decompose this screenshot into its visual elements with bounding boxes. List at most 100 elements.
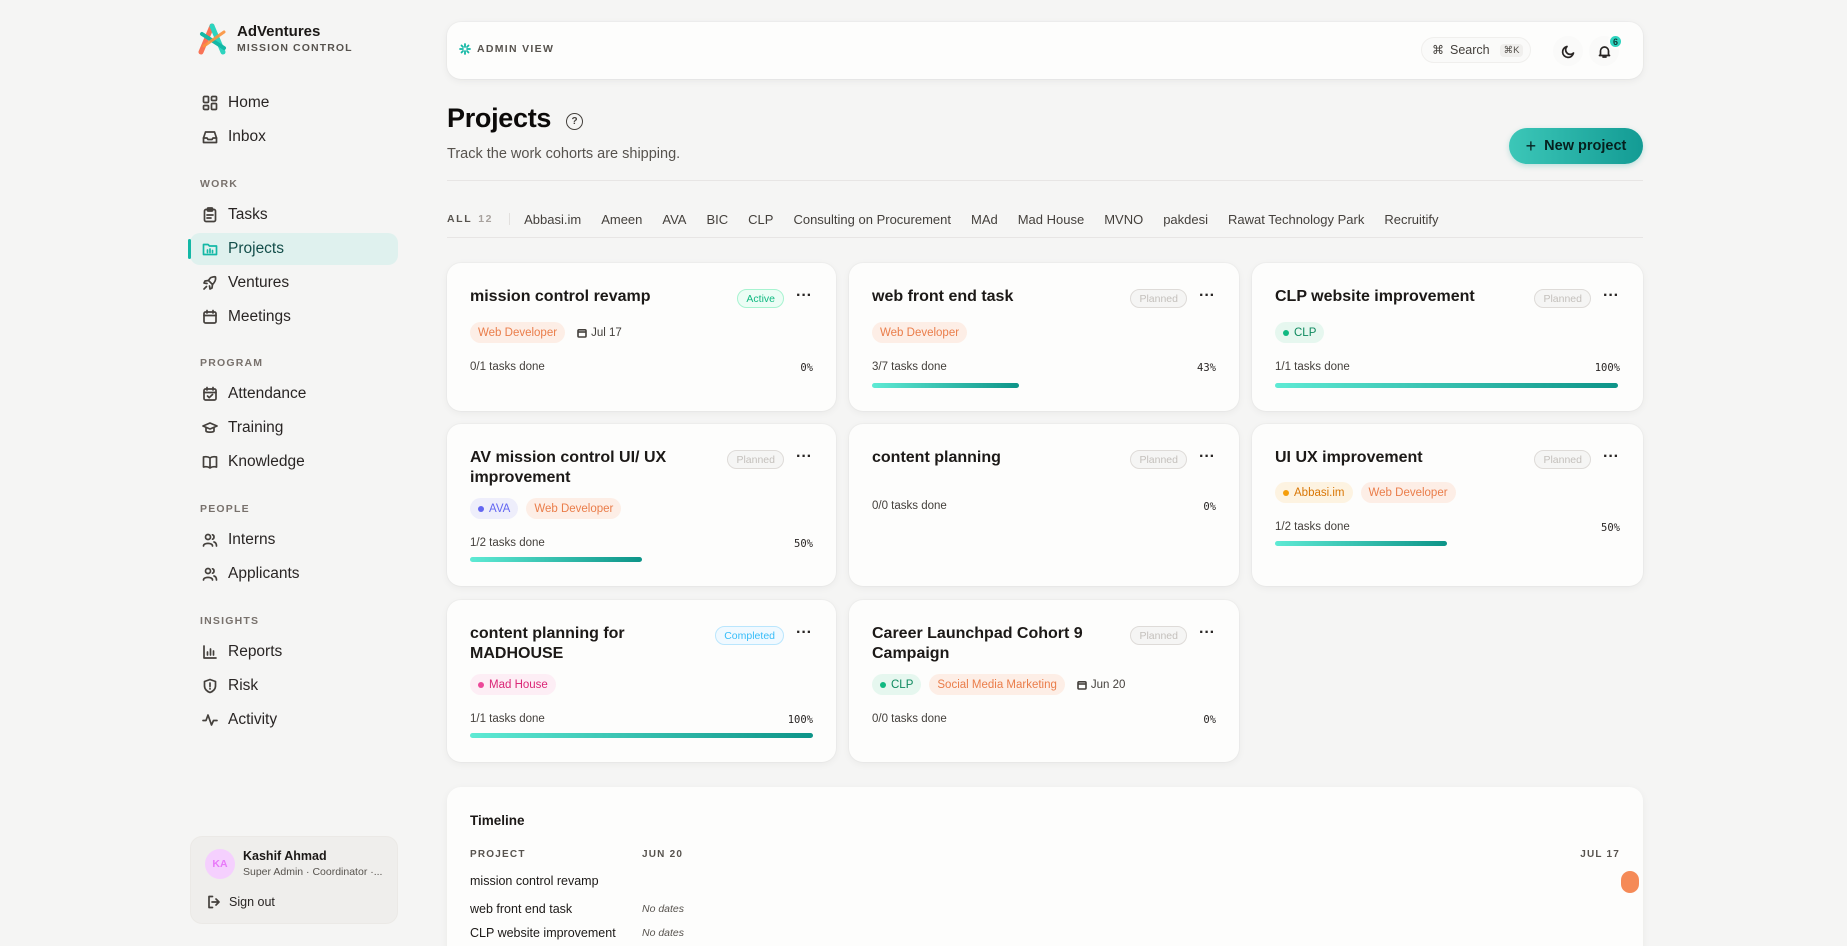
filter-all[interactable]: ALL 12	[447, 213, 511, 225]
tasks-done: 1/1 tasks done	[470, 713, 545, 725]
help-icon[interactable]: ?	[566, 113, 583, 130]
timeline-title: Timeline	[470, 813, 525, 828]
sidebar-item-tasks[interactable]: Tasks	[190, 199, 398, 231]
page-subtitle: Track the work cohorts are shipping.	[447, 146, 681, 162]
tag-chip: Web Developer	[1360, 482, 1456, 503]
plus-icon: +	[1525, 136, 1537, 156]
project-title[interactable]: AV mission control UI/ UX improvement	[470, 449, 667, 486]
avatar[interactable]: KA	[205, 849, 235, 879]
filter-chip[interactable]: Mad House	[1017, 211, 1085, 227]
more-options-icon[interactable]: ···	[796, 287, 812, 304]
more-options-icon[interactable]: ···	[1199, 624, 1215, 641]
progress-percent: 0%	[1203, 501, 1216, 513]
filter-chip[interactable]: Rawat Technology Park	[1228, 211, 1365, 227]
sidebar-item-label: Risk	[228, 677, 259, 694]
filter-chip[interactable]: CLP	[748, 211, 774, 227]
project-card[interactable]: content planning Planned ··· 0/0 tasks d…	[849, 424, 1239, 586]
project-card[interactable]: CLP website improvement Planned ··· CLP …	[1252, 263, 1643, 411]
new-project-button[interactable]: + New project	[1509, 128, 1643, 164]
more-options-icon[interactable]: ···	[1199, 287, 1215, 304]
venture-filter-bar: ALL 12 Abbasi.im Ameen AVA BIC CLP Consul…	[447, 210, 1459, 228]
sidebar-item-knowledge[interactable]: Knowledge	[190, 446, 398, 478]
sidebar-item-home[interactable]: Home	[190, 87, 398, 119]
sidebar-item-meetings[interactable]: Meetings	[190, 301, 398, 333]
tag-dot	[478, 505, 484, 512]
user-card: KA Kashif Ahmad Super Admin · Coordinato…	[190, 836, 398, 924]
rocket-icon	[203, 275, 217, 290]
project-card[interactable]: content planning for MADHOUSE Completed …	[447, 600, 836, 762]
project-title[interactable]: mission control revamp	[470, 288, 651, 305]
sidebar-item-label: Tasks	[228, 206, 268, 223]
sidebar-item-ventures[interactable]: Ventures	[190, 267, 398, 299]
project-title[interactable]: CLP website improvement	[1275, 288, 1475, 305]
tag-chip: Web Developer	[470, 322, 566, 343]
theme-toggle-button[interactable]	[1553, 36, 1583, 66]
project-title[interactable]: UI UX improvement	[1275, 449, 1423, 466]
project-title[interactable]: web front end task	[872, 288, 1014, 305]
project-card[interactable]: UI UX improvement Planned ··· Abbasi.im …	[1252, 424, 1643, 586]
sidebar-item-label: Activity	[228, 711, 278, 728]
search-button[interactable]: ⌘ Search ⌘K	[1421, 37, 1531, 63]
graduation-cap-icon	[202, 422, 218, 433]
progress-percent: 100%	[1594, 362, 1620, 374]
progress-percent: 50%	[794, 538, 813, 550]
sidebar-item-attendance[interactable]: Attendance	[190, 378, 398, 410]
timeline-no-dates: No dates	[642, 903, 685, 915]
filter-chip[interactable]: AVA	[662, 211, 687, 227]
project-card[interactable]: web front end task Planned ··· Web Devel…	[849, 263, 1239, 411]
tag-chip: Web Developer	[872, 322, 968, 343]
progress-fill	[470, 733, 813, 738]
sidebar-item-inbox[interactable]: Inbox	[190, 121, 398, 153]
sidebar-item-label: Meetings	[228, 308, 291, 325]
project-title[interactable]: Career Launchpad Cohort 9 Campaign	[872, 625, 1083, 662]
more-options-icon[interactable]: ···	[796, 624, 812, 641]
sidebar-item-label: Home	[228, 94, 270, 111]
project-card[interactable]: Career Launchpad Cohort 9 Campaign Plann…	[849, 600, 1239, 762]
sidebar-item-interns[interactable]: Interns	[190, 524, 398, 556]
due-date: Jul 17	[577, 327, 622, 339]
filter-chip[interactable]: pakdesi	[1163, 211, 1209, 227]
tag-label: Mad House	[489, 678, 548, 691]
sidebar-item-risk[interactable]: Risk	[190, 670, 398, 702]
timeline-row-name[interactable]: web front end task	[470, 902, 573, 916]
filter-chip[interactable]: MAd	[970, 211, 998, 227]
tag-dot	[478, 681, 484, 688]
filter-all-label: ALL	[447, 213, 473, 225]
sidebar-item-label: Applicants	[228, 565, 300, 582]
project-title[interactable]: content planning	[872, 449, 1001, 466]
notifications-button[interactable]: 6	[1589, 34, 1623, 66]
brand-subtitle: MISSION CONTROL	[237, 42, 353, 54]
more-options-icon[interactable]: ···	[796, 448, 812, 465]
more-options-icon[interactable]: ···	[1603, 287, 1619, 304]
more-options-icon[interactable]: ···	[1603, 448, 1619, 465]
project-title[interactable]: content planning for MADHOUSE	[470, 625, 625, 662]
sidebar-item-applicants[interactable]: Applicants	[190, 558, 398, 590]
timeline-bar[interactable]	[1621, 871, 1639, 893]
tag-label: Abbasi.im	[1294, 486, 1345, 499]
more-options-icon[interactable]: ···	[1199, 448, 1215, 465]
sidebar-item-activity[interactable]: Activity	[190, 704, 398, 736]
filter-chip[interactable]: MVNO	[1104, 211, 1144, 227]
filter-chip[interactable]: Consulting on Procurement	[793, 211, 951, 227]
timeline-row-name[interactable]: CLP website improvement	[470, 926, 616, 940]
clipboard-icon	[203, 207, 217, 223]
timeline-row-name[interactable]: mission control revamp	[470, 874, 599, 888]
sidebar: AdVentures MISSION CONTROL Home Inbox WO…	[188, 0, 402, 946]
filter-chip[interactable]: BIC	[706, 211, 729, 227]
sidebar-item-training[interactable]: Training	[190, 412, 398, 444]
sidebar-item-projects[interactable]: Projects	[188, 233, 398, 265]
tasks-done: 0/1 tasks done	[470, 361, 545, 373]
notification-count-badge: 6	[1608, 34, 1623, 49]
filter-chip[interactable]: Ameen	[601, 211, 643, 227]
brand[interactable]: AdVentures MISSION CONTROL	[198, 22, 353, 56]
progress-bar	[872, 383, 1215, 388]
page-title: Projects	[447, 103, 552, 133]
sign-out-button[interactable]: Sign out	[207, 895, 275, 909]
project-card[interactable]: mission control revamp Active ··· Web De…	[447, 263, 836, 411]
sidebar-item-reports[interactable]: Reports	[190, 636, 398, 668]
tag-label: AVA	[489, 502, 511, 515]
tag-dot	[880, 681, 886, 688]
project-card[interactable]: AV mission control UI/ UX improvement Pl…	[447, 424, 836, 586]
filter-chip[interactable]: Abbasi.im	[524, 211, 582, 227]
filter-chip[interactable]: Recruitify	[1384, 211, 1439, 227]
